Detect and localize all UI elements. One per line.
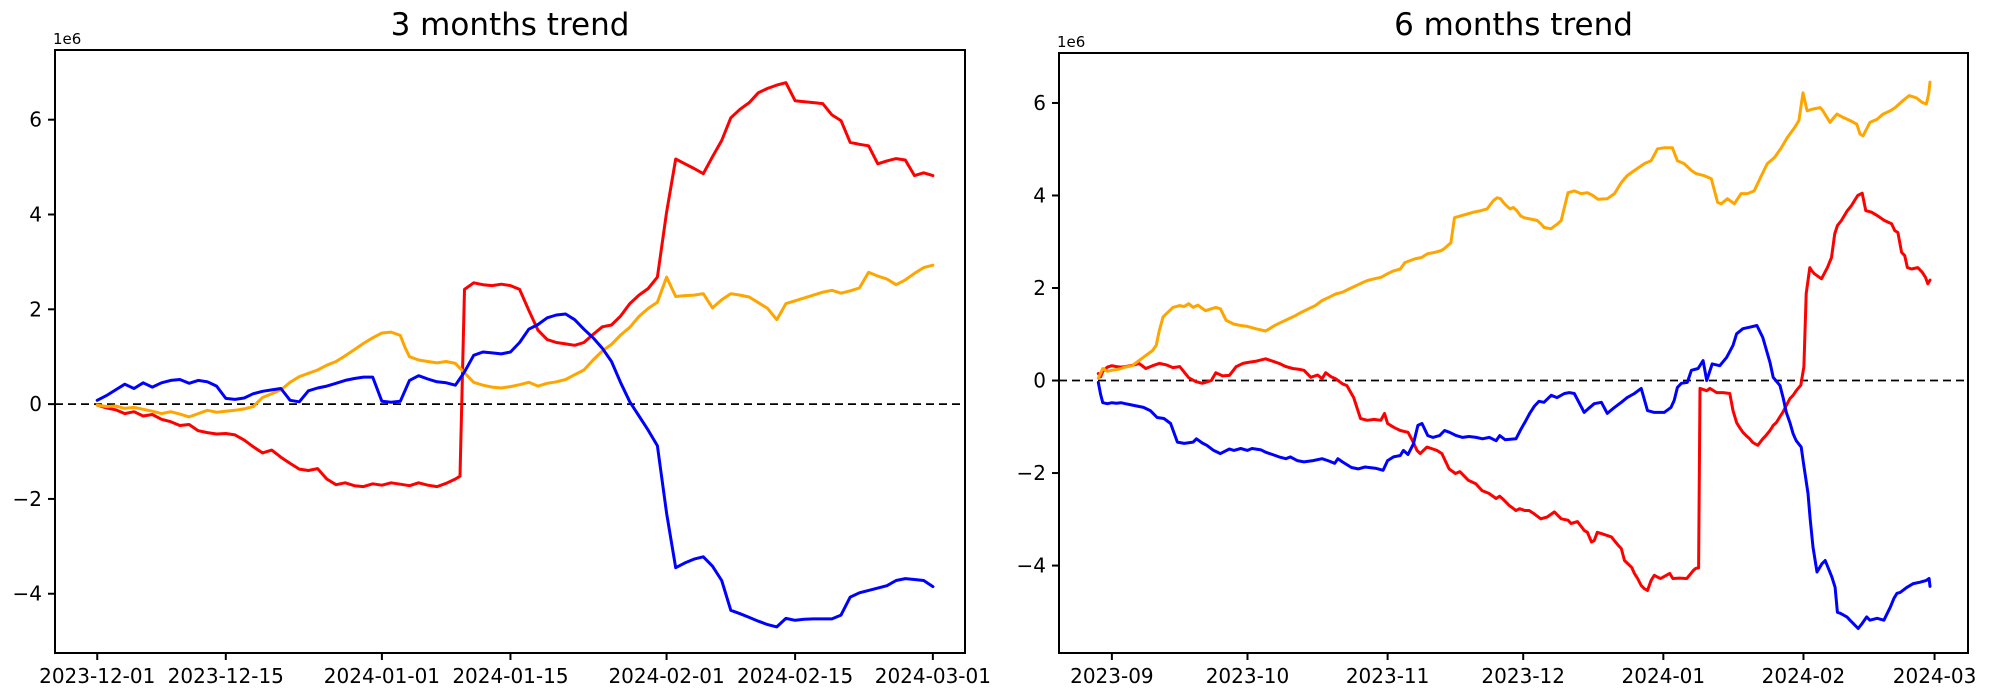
axis-offset-label: 1e6	[53, 30, 81, 48]
y-tick-label: 0	[1033, 369, 1046, 393]
x-tick-label: 2024-03-01	[875, 664, 991, 688]
x-tick-label: 2023-10	[1206, 664, 1290, 688]
x-tick-label: 2024-01	[1622, 664, 1706, 688]
x-tick-label: 2024-03	[1893, 664, 1977, 688]
x-tick-label: 2023-12-15	[168, 664, 284, 688]
series-line-orange	[95, 263, 935, 419]
y-tick-label: 2	[29, 297, 42, 321]
x-tick-label: 2024-01-15	[452, 664, 568, 688]
y-tick-label: 4	[1033, 183, 1046, 207]
y-tick-label: 6	[29, 108, 42, 132]
x-tick-label: 2024-01-01	[324, 664, 440, 688]
x-tick-label: 2024-02	[1762, 664, 1846, 688]
y-tick-label: −4	[1017, 554, 1046, 578]
chart-0: 2023-12-01 2023-12-15 2024-01-01 2024-01-15…	[13, 30, 991, 688]
series-line-red	[1096, 191, 1932, 592]
series-line-blue	[95, 312, 935, 629]
y-tick-label: 6	[1033, 91, 1046, 115]
y-tick-label: 0	[29, 392, 42, 416]
axis-offset-label: 1e6	[1057, 33, 1085, 51]
y-tick-label: 4	[29, 202, 42, 226]
x-tick-label: 2023-12-01	[39, 664, 155, 688]
chart-title-3-months: 3 months trend	[390, 7, 630, 43]
y-tick-label: −4	[13, 582, 42, 606]
chart-1: 2023-09 2023-10 2023-11 2023-12 2024-01 2024-…	[1017, 33, 1977, 688]
x-tick-label: 2023-09	[1070, 664, 1154, 688]
x-tick-label: 2024-02-15	[737, 664, 853, 688]
y-tick-label: −2	[1017, 461, 1046, 485]
series-line-orange	[1096, 80, 1932, 380]
axes-spines	[1058, 52, 1969, 654]
x-tick-label: 2023-11	[1346, 664, 1430, 688]
x-tick-label: 2024-02-01	[608, 664, 724, 688]
y-tick-label: −2	[13, 487, 42, 511]
y-tick-label: 2	[1033, 276, 1046, 300]
x-tick-label: 2023-12	[1481, 664, 1565, 688]
chart-title-6-months: 6 months trend	[1394, 7, 1633, 43]
series-group	[95, 81, 935, 629]
series-group	[1096, 80, 1932, 630]
series-line-blue	[1096, 324, 1932, 630]
series-line-red	[95, 81, 935, 489]
